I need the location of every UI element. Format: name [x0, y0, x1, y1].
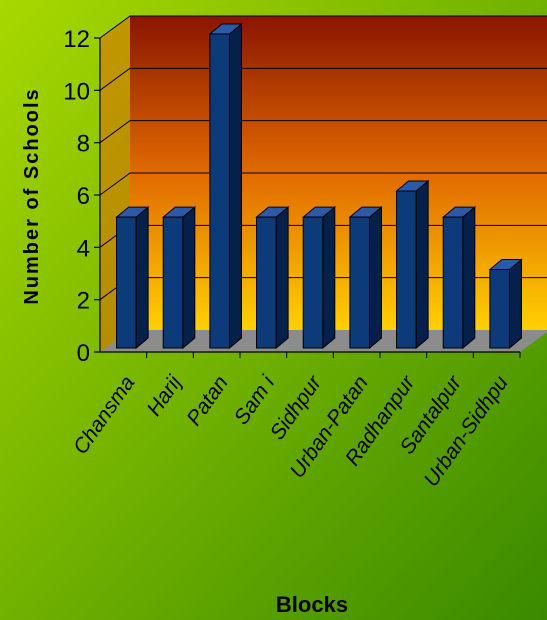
bar-side: [228, 22, 242, 350]
bar: [116, 216, 137, 349]
y-tick-label: 6: [77, 183, 90, 210]
y-tick-label: 0: [77, 340, 90, 367]
y-axis-title: Number of Schools: [21, 87, 43, 304]
gridline: [99, 172, 547, 196]
bar: [349, 216, 370, 349]
bar-side: [462, 206, 476, 350]
bar: [209, 33, 230, 349]
y-tick-label: 12: [63, 26, 90, 53]
bar: [302, 216, 324, 349]
gridline: [99, 67, 547, 91]
y-tick-label: 8: [77, 131, 90, 158]
bar-side: [508, 258, 522, 350]
y-tick-label: 4: [77, 235, 90, 262]
bar: [396, 190, 417, 349]
bar-side: [322, 206, 336, 350]
bar-side: [368, 206, 382, 350]
bar: [162, 216, 184, 349]
bar: [442, 216, 464, 349]
gridline: [99, 120, 547, 144]
y-tick-label: 10: [63, 78, 90, 105]
bar-side: [415, 179, 429, 350]
bar: [489, 269, 510, 349]
x-axis-title: Blocks: [276, 592, 348, 617]
bar: [256, 216, 277, 349]
y-tick-label: 2: [77, 288, 90, 315]
bar-side: [182, 206, 196, 350]
bar-side: [135, 206, 149, 350]
bar-side: [275, 206, 289, 350]
gridline: [99, 15, 547, 39]
